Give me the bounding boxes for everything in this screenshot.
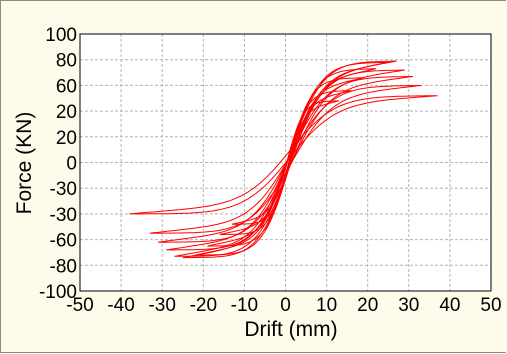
y-tick-label: -60 [50,231,77,252]
x-tick-labels: -50 -40 -30 -20 -10 0 10 20 30 40 50 [66,295,501,316]
y-tick-label: -30 [50,179,77,200]
x-tick-label: -20 [190,295,217,316]
y-tick-label: -100 [39,282,77,303]
x-tick-label: 0 [280,295,291,316]
y-tick-label: 20 [56,128,77,149]
hysteresis-loop-9 [149,85,422,234]
x-tick-label: 30 [398,295,419,316]
hysteresis-loop-8 [158,76,413,243]
hysteresis-loop-4 [194,68,377,256]
x-tick-label: -50 [66,295,93,316]
x-tick-label: -10 [231,295,258,316]
y-tick-label: 80 [56,51,77,72]
hysteresis-loop-7 [166,69,405,251]
hysteresis-loop-6 [174,60,397,257]
hysteresis-loop-10 [129,95,438,215]
y-tick-label: 0 [66,154,77,175]
x-tick-label: -40 [107,295,134,316]
y-tick-label: 20 [56,102,77,123]
y-tick-label: -30 [50,205,77,226]
y-axis-title: Force (KN) [13,112,36,215]
hysteresis-loop-2 [219,90,352,235]
y-tick-labels: 100 80 60 20 20 0 -30 -30 -60 -80 -100 [39,25,77,303]
x-tick-label: 40 [439,295,460,316]
y-tick-label: -80 [50,256,77,277]
x-axis-title: Drift (mm) [244,318,337,341]
y-tick-label: 60 [56,76,77,97]
x-tick-label: 10 [316,295,337,316]
y-tick-label: 100 [45,25,77,46]
x-tick-label: 50 [480,295,501,316]
x-tick-label: -30 [148,295,175,316]
plot-area [79,33,492,292]
hysteresis-curves [129,60,438,259]
x-tick-label: 20 [357,295,378,316]
